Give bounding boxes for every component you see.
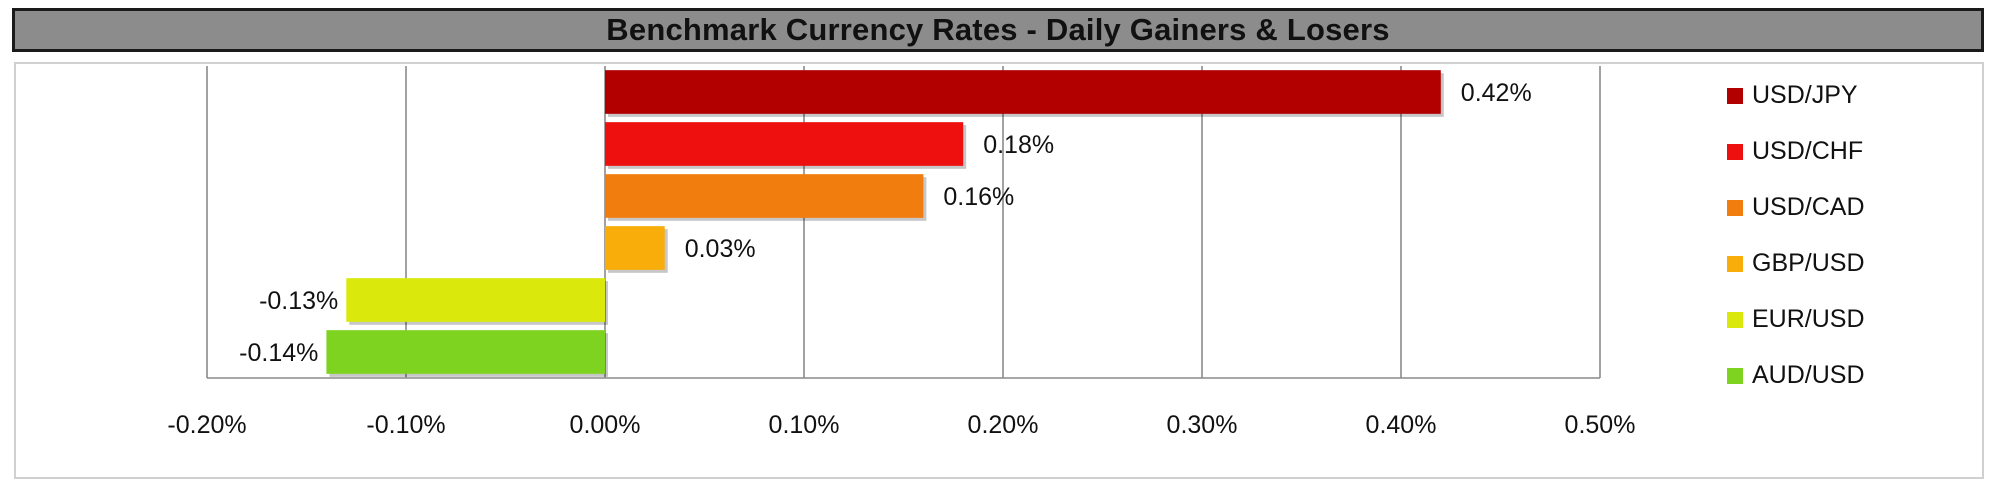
- legend-label: USD/JPY: [1752, 81, 1858, 109]
- legend-swatch: [1727, 144, 1743, 160]
- bars: [326, 70, 1444, 377]
- x-tick-label: 0.00%: [570, 411, 641, 439]
- data-label: 0.03%: [685, 235, 756, 263]
- bar-usd-cad: [605, 174, 924, 218]
- legend-label: AUD/USD: [1752, 361, 1865, 389]
- x-tick-label: 0.10%: [769, 411, 840, 439]
- bar-eur-usd: [346, 278, 605, 322]
- legend: USD/JPY USD/CHF USD/CAD GBP/USD EUR/USD AUD/U…: [1727, 81, 1865, 389]
- chart-title: Benchmark Currency Rates - Daily Gainers…: [606, 12, 1390, 47]
- x-axis-ticks: -0.20% -0.10% 0.00% 0.10% 0.20% 0.30% 0.40% 0.5…: [167, 411, 1635, 439]
- legend-swatch: [1727, 200, 1743, 216]
- data-label: 0.42%: [1461, 79, 1532, 107]
- data-label: -0.13%: [259, 287, 338, 315]
- chart-title-bar: Benchmark Currency Rates - Daily Gainers…: [12, 8, 1984, 52]
- bar-usd-jpy: [605, 70, 1441, 114]
- bar-usd-chf: [605, 122, 964, 166]
- x-tick-label: -0.10%: [366, 411, 445, 439]
- x-tick-label: 0.50%: [1565, 411, 1636, 439]
- gridlines: [206, 66, 1601, 379]
- legend-label: EUR/USD: [1752, 305, 1865, 333]
- legend-swatch: [1727, 312, 1743, 328]
- x-tick-label: 0.40%: [1366, 411, 1437, 439]
- legend-swatch: [1727, 368, 1743, 384]
- bar-aud-usd: [326, 330, 605, 374]
- data-labels: 0.42% 0.18% 0.16% 0.03% -0.13% -0.14%: [239, 79, 1532, 367]
- legend-swatch: [1727, 88, 1743, 104]
- x-tick-label: 0.30%: [1167, 411, 1238, 439]
- legend-swatch: [1727, 256, 1743, 272]
- data-label: 0.18%: [983, 131, 1054, 159]
- data-label: 0.16%: [943, 183, 1014, 211]
- x-tick-label: -0.20%: [167, 411, 246, 439]
- x-tick-label: 0.20%: [968, 411, 1039, 439]
- chart-frame: [14, 62, 1984, 479]
- legend-label: USD/CAD: [1752, 193, 1865, 221]
- bar-gbp-usd: [605, 226, 665, 270]
- legend-label: USD/CHF: [1752, 137, 1863, 165]
- legend-label: GBP/USD: [1752, 249, 1865, 277]
- data-label: -0.14%: [239, 339, 318, 367]
